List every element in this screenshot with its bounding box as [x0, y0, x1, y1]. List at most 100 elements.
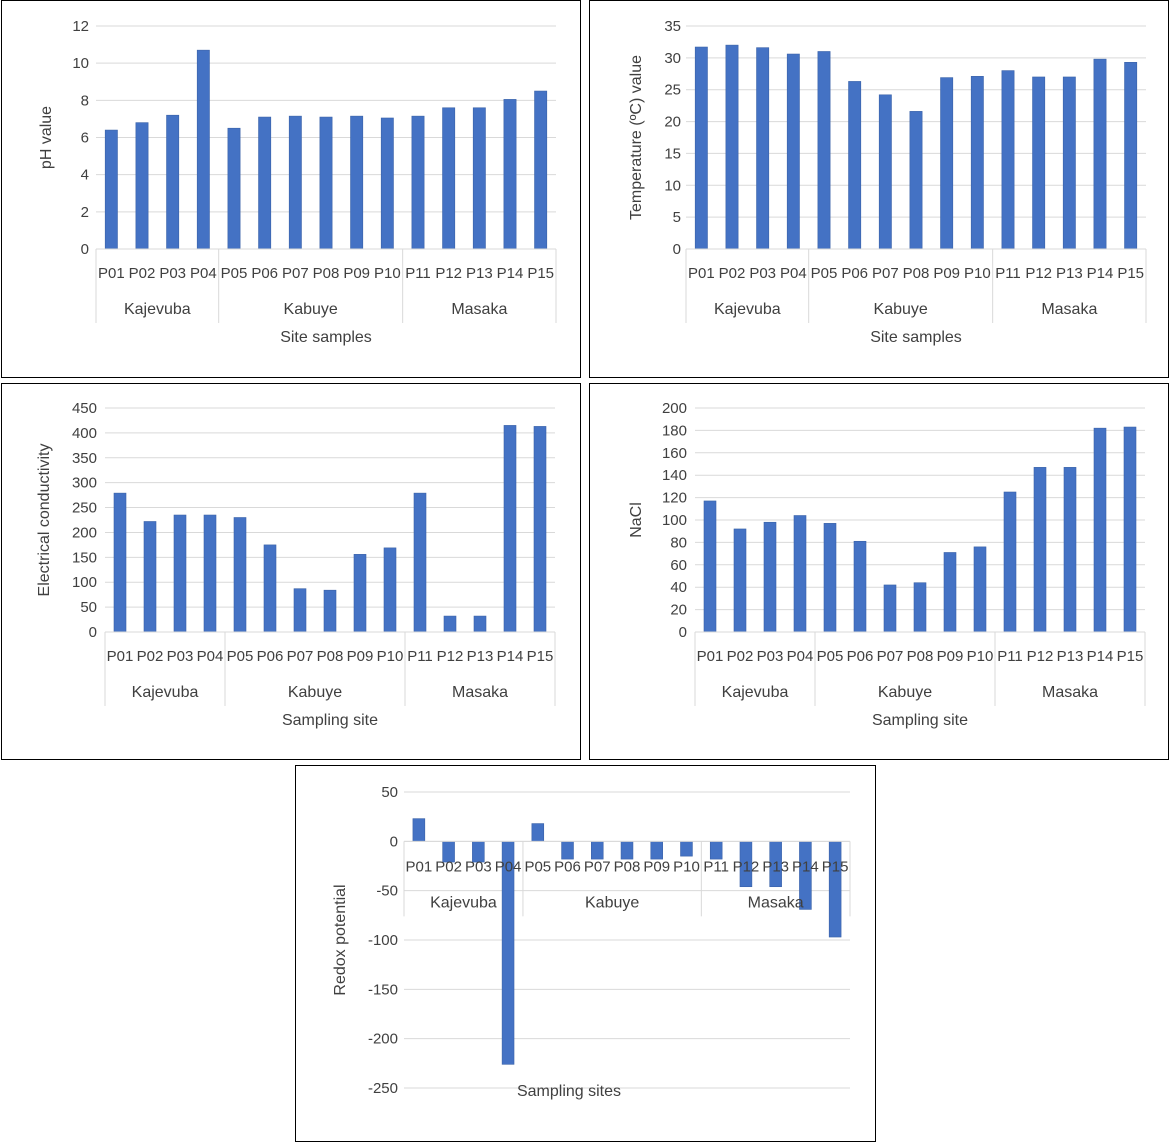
bar-p05 [227, 127, 241, 250]
y-tick-label: 200 [72, 524, 97, 541]
category-label: P02 [719, 265, 746, 282]
group-label: Kabuye [288, 684, 342, 701]
bar-p01 [703, 500, 717, 633]
y-tick-label: 10 [72, 55, 89, 72]
y-tick-label: 400 [72, 425, 97, 442]
bar-p06 [848, 81, 862, 250]
ph-chart-panel: 0 2 4 6 8 10 12 P01 P02 P03 P04 P05 P06 P07 P08 P09 P10 P… [1, 0, 581, 378]
bar-p15 [1123, 426, 1137, 633]
y-axis-title: NaCl [628, 502, 645, 538]
bar-p01 [113, 492, 127, 633]
group-label: Kajevuba [124, 301, 191, 318]
category-label: P15 [822, 858, 849, 875]
bar-p05 [233, 517, 247, 633]
y-tick-label: 350 [72, 450, 97, 467]
bar-p02 [733, 528, 747, 633]
y-tick-label: -150 [368, 981, 398, 998]
bar-p03 [763, 521, 777, 633]
bar-p13 [472, 107, 486, 250]
bar-p02 [143, 521, 157, 633]
group-label: Masaka [1042, 684, 1098, 701]
category-label: P09 [643, 858, 670, 875]
category-label: P03 [465, 858, 492, 875]
category-label: P09 [343, 265, 370, 282]
bar-p09 [353, 554, 367, 633]
category-label: P07 [877, 648, 904, 665]
category-label: P08 [907, 648, 934, 665]
bar-p08 [323, 589, 337, 633]
category-label: P08 [313, 265, 340, 282]
y-tick-label: 15 [664, 145, 681, 162]
x-axis-title: Sampling site [872, 712, 968, 729]
bar-p11 [411, 115, 425, 250]
category-label: P09 [937, 648, 964, 665]
category-label: P04 [197, 648, 224, 665]
y-tick-label: 150 [72, 549, 97, 566]
bar-p07 [288, 115, 302, 250]
group-label: Masaka [452, 684, 508, 701]
category-label: P07 [287, 648, 314, 665]
group-label: Kabuye [284, 301, 338, 318]
category-label: P06 [554, 858, 581, 875]
category-label: P10 [374, 265, 401, 282]
bar-p10 [383, 547, 397, 633]
bar-p07 [878, 94, 892, 250]
bar-p15 [533, 426, 547, 633]
y-tick-label: 250 [72, 500, 97, 517]
category-label: P14 [792, 858, 819, 875]
category-label: P05 [221, 265, 248, 282]
x-axis-title: Sampling site [282, 712, 378, 729]
group-label: Kajevuba [722, 684, 789, 701]
bar-p14 [503, 425, 517, 633]
y-tick-label: 40 [670, 579, 687, 596]
y-tick-label: 160 [662, 445, 687, 462]
group-label: Kabuye [874, 301, 928, 318]
category-label: P06 [841, 265, 868, 282]
bar-p09 [650, 841, 663, 860]
y-tick-label: -100 [368, 932, 398, 949]
bar-p15 [828, 841, 842, 938]
category-label: P08 [614, 858, 641, 875]
category-label: P05 [811, 265, 838, 282]
bar-p03 [173, 514, 187, 633]
group-label: Kajevuba [714, 301, 781, 318]
bar-p15 [1124, 62, 1138, 250]
y-axis-title: Temperature (ºC) value [628, 55, 645, 220]
bar-p07 [883, 584, 897, 633]
redox-chart-panel: -250 -200 -150 -100 -50 0 50 P01 P02 P03 P04 P05 P06… [295, 765, 876, 1142]
bar-p03 [756, 47, 770, 250]
bar-p10 [380, 117, 394, 250]
y-tick-label: 6 [81, 130, 89, 147]
category-label: P13 [762, 858, 789, 875]
category-label: P07 [872, 265, 899, 282]
y-tick-label: 0 [679, 624, 687, 641]
category-label: P15 [1117, 648, 1144, 665]
bar-p11 [413, 492, 427, 633]
y-tick-label: 0 [81, 241, 89, 258]
y-tick-label: 100 [72, 574, 97, 591]
bar-p06 [263, 544, 277, 633]
bar-p13 [1063, 467, 1077, 633]
category-label: P03 [159, 265, 186, 282]
category-label: P03 [757, 648, 784, 665]
group-label: Masaka [1041, 301, 1097, 318]
bar-p13 [473, 615, 487, 633]
bar-p09 [350, 115, 364, 250]
y-tick-label: 120 [662, 490, 687, 507]
category-label: P15 [527, 648, 554, 665]
y-tick-label: 20 [664, 114, 681, 131]
nacl-chart-panel: 0 20 40 60 80 100 120 140 160 180 200 P01 P02 P03 P04 P… [589, 383, 1169, 760]
y-tick-label: 50 [381, 784, 398, 801]
category-label: P02 [129, 265, 156, 282]
bar-p09 [943, 552, 957, 633]
y-tick-label: 140 [662, 467, 687, 484]
category-label: P04 [780, 265, 807, 282]
category-label: P04 [190, 265, 217, 282]
category-label: P12 [733, 858, 760, 875]
category-label: P08 [903, 265, 930, 282]
y-tick-label: 100 [662, 512, 687, 529]
category-label: P13 [1056, 265, 1083, 282]
bar-p04 [203, 514, 217, 633]
bar-p07 [591, 841, 604, 860]
